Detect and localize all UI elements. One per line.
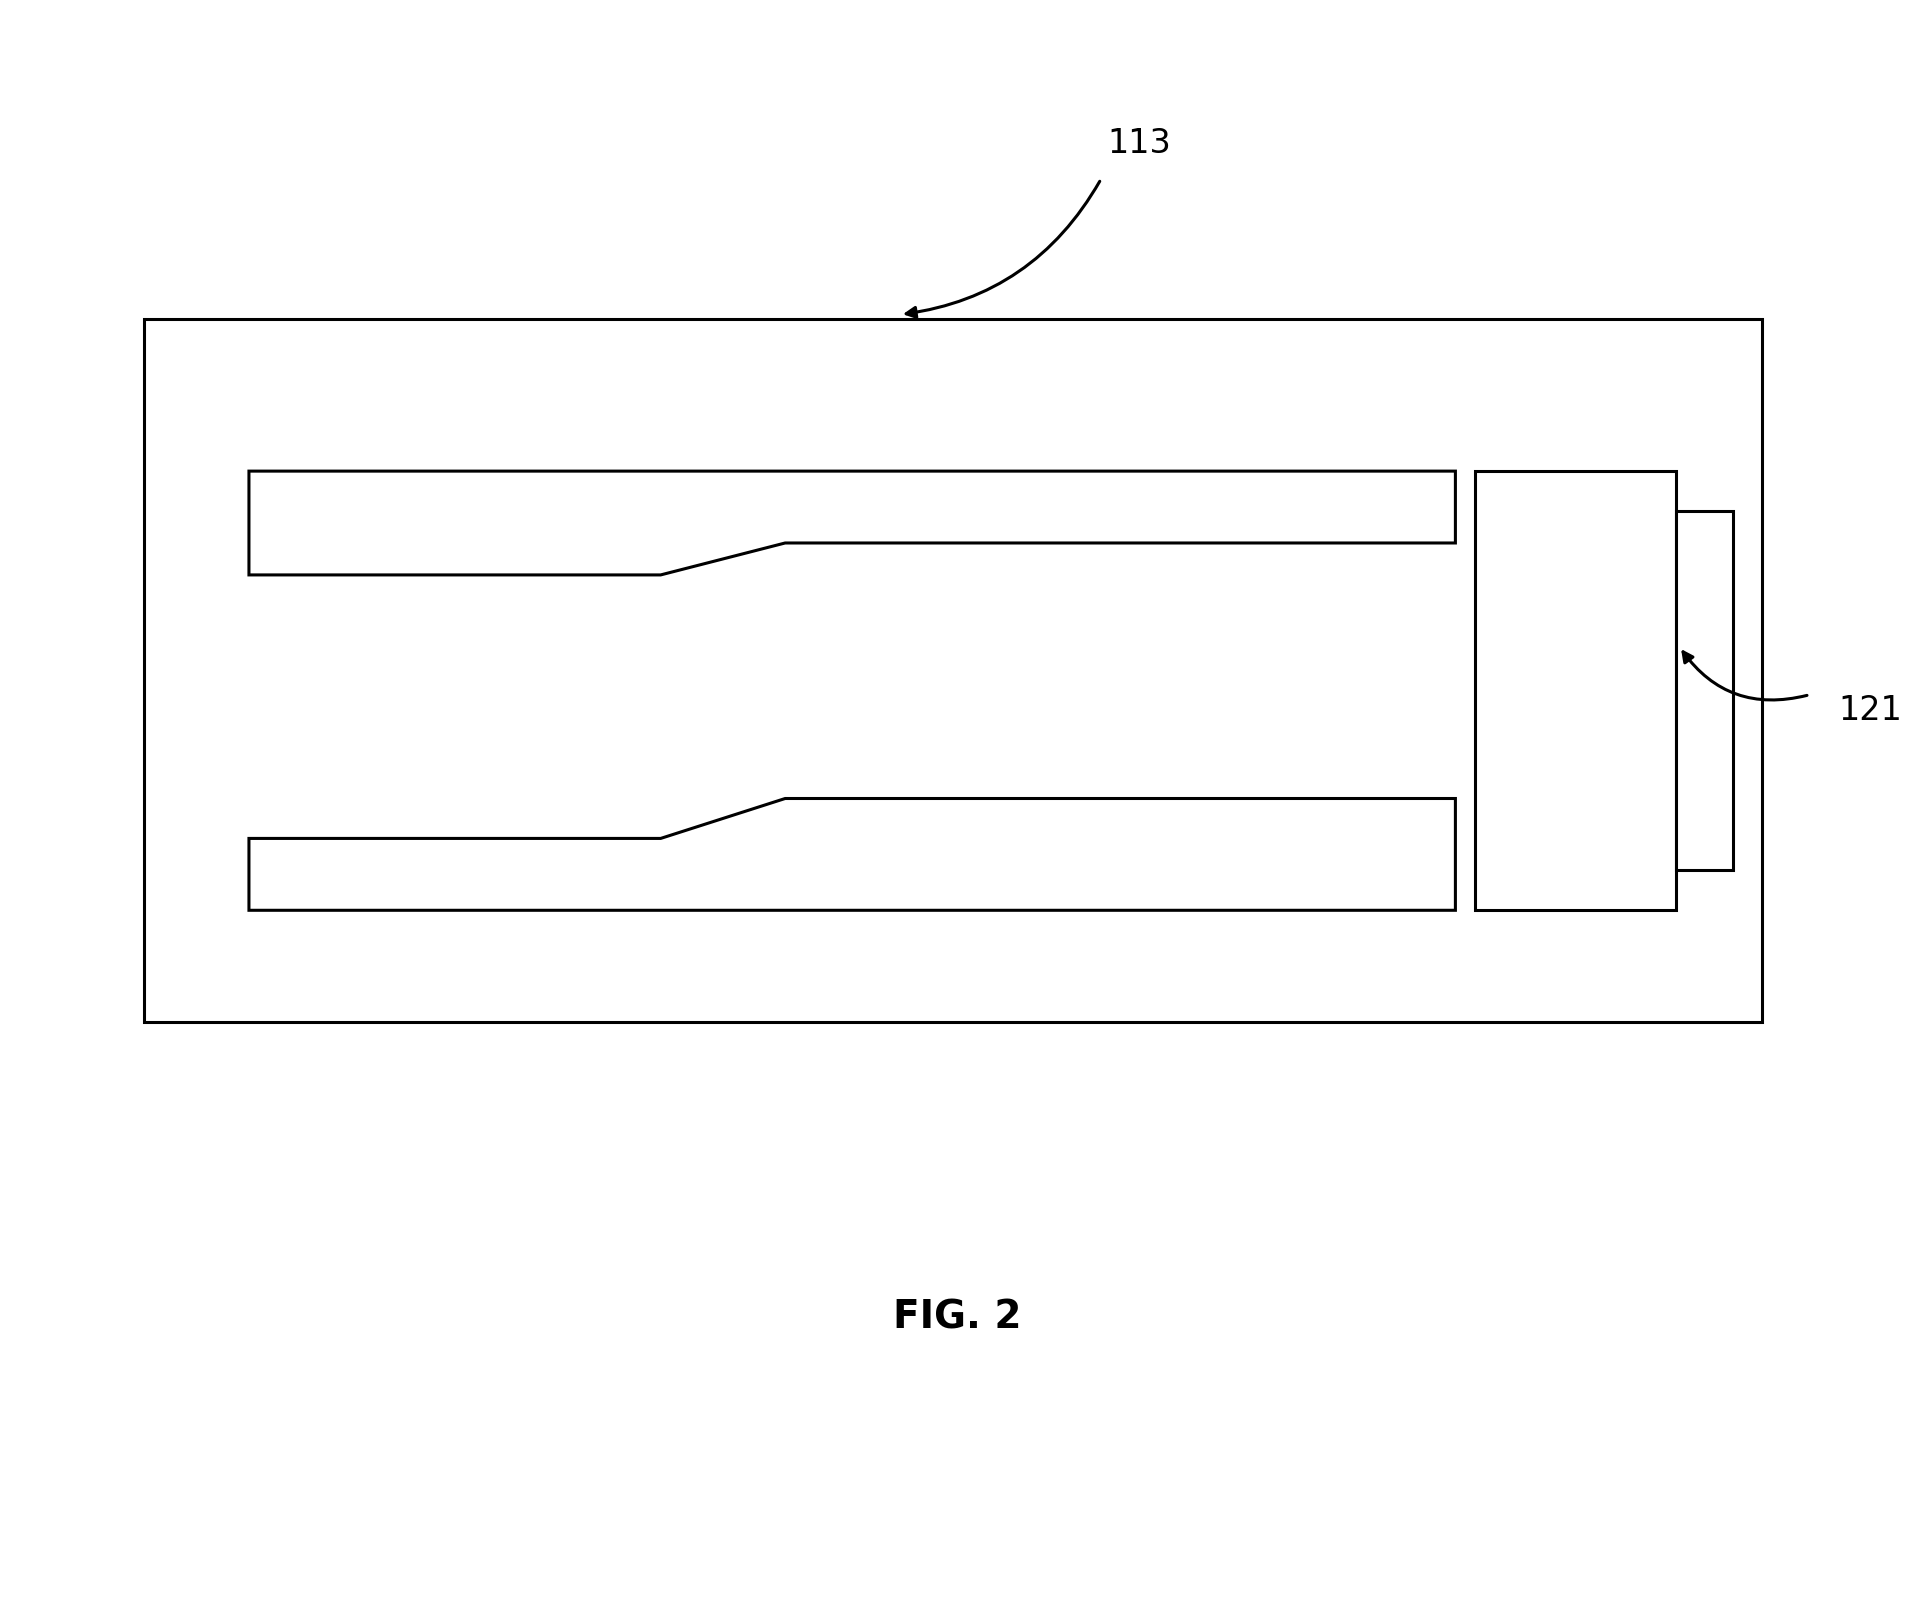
Text: 121: 121 (1837, 695, 1901, 727)
Text: 113: 113 (1106, 126, 1171, 160)
Polygon shape (249, 471, 1455, 575)
Polygon shape (249, 798, 1455, 910)
Bar (1675, 511, 1732, 870)
Bar (1474, 471, 1675, 910)
Text: FIG. 2: FIG. 2 (892, 1298, 1022, 1337)
Bar (144, 319, 1761, 1022)
